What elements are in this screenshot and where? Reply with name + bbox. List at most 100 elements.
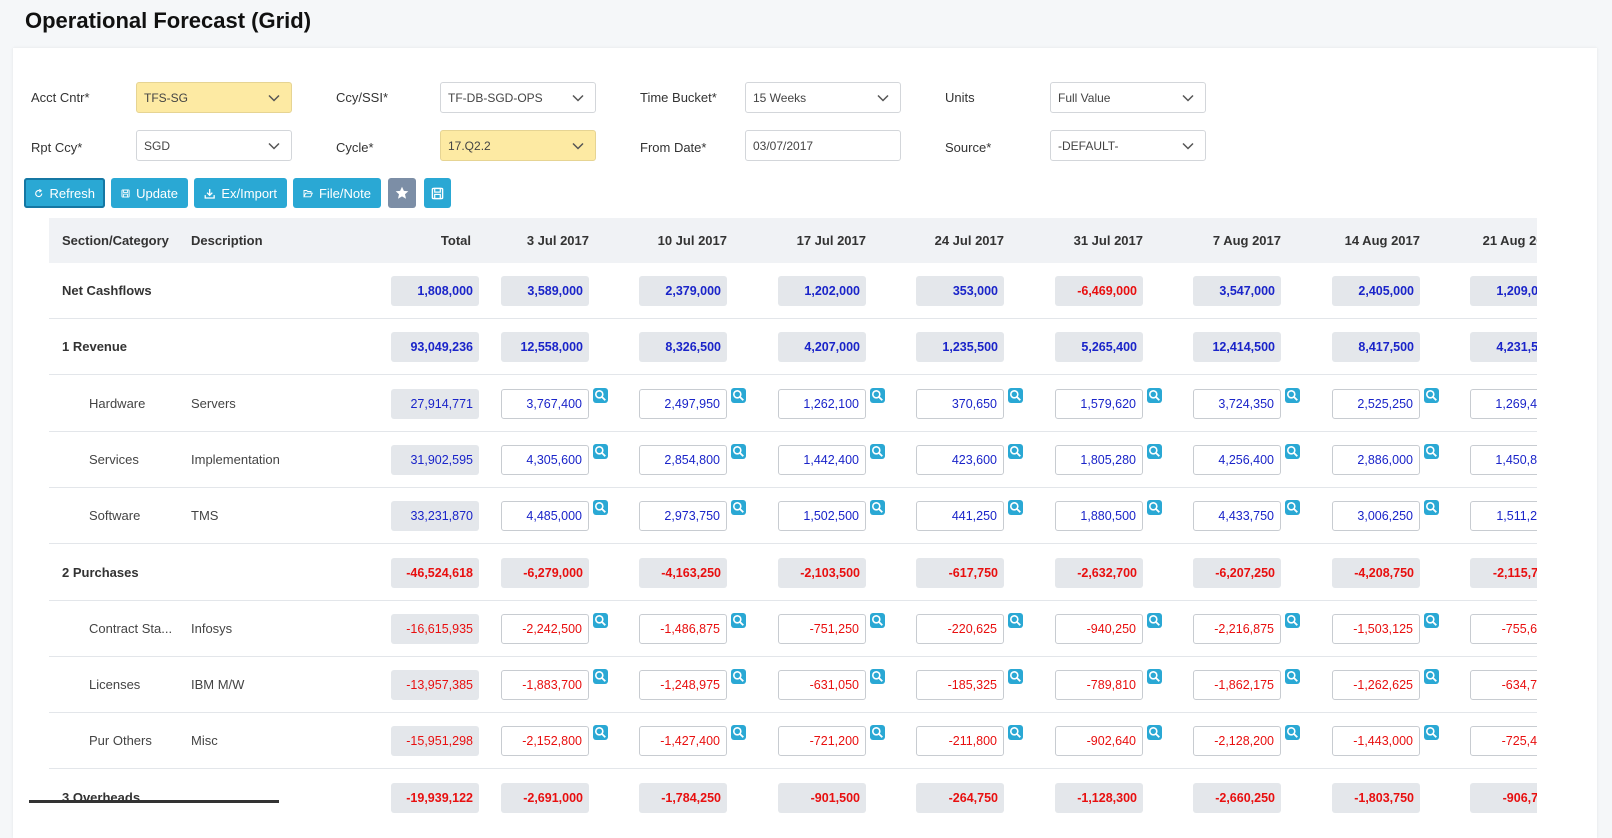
magnifier-icon[interactable] [731, 443, 746, 459]
favorite-button[interactable] [388, 178, 416, 208]
value-input[interactable]: 1,502,500 [778, 501, 866, 532]
value-input[interactable]: 2,497,950 [639, 388, 727, 419]
source-select[interactable]: -DEFAULT- [1050, 130, 1206, 161]
value-input[interactable]: 4,433,750 [1193, 501, 1281, 532]
magnifier-icon[interactable] [870, 500, 885, 516]
magnifier-icon[interactable] [870, 725, 885, 741]
value-input[interactable]: -1,883,700 [501, 670, 589, 701]
magnifier-icon[interactable] [731, 612, 746, 628]
magnifier-icon[interactable] [1424, 612, 1439, 628]
value-input[interactable]: 3,767,400 [501, 388, 589, 419]
value-input[interactable]: 1,511,250 [1470, 501, 1537, 532]
value-input[interactable]: 1,805,280 [1055, 444, 1143, 475]
value-input[interactable]: -631,050 [778, 670, 866, 701]
value-input[interactable]: -1,443,000 [1332, 726, 1420, 757]
update-button[interactable]: Update [111, 178, 188, 208]
value-input[interactable]: 2,525,250 [1332, 388, 1420, 419]
value-input[interactable]: 2,973,750 [639, 501, 727, 532]
magnifier-icon[interactable] [1285, 387, 1300, 403]
value-input[interactable]: -2,216,875 [1193, 613, 1281, 644]
value-input[interactable]: -211,800 [916, 726, 1004, 757]
value-input[interactable]: 1,442,400 [778, 444, 866, 475]
value-input[interactable]: 3,006,250 [1332, 501, 1420, 532]
value-input[interactable]: -1,262,625 [1332, 670, 1420, 701]
magnifier-icon[interactable] [1008, 669, 1023, 685]
magnifier-icon[interactable] [593, 612, 608, 628]
value-input[interactable]: -1,503,125 [1332, 613, 1420, 644]
horizontal-scrollbar[interactable] [29, 800, 279, 803]
magnifier-icon[interactable] [1008, 612, 1023, 628]
value-input[interactable]: -1,427,400 [639, 726, 727, 757]
value-input[interactable]: -220,625 [916, 613, 1004, 644]
value-input[interactable]: 370,650 [916, 388, 1004, 419]
value-input[interactable]: -789,810 [1055, 670, 1143, 701]
magnifier-icon[interactable] [1147, 443, 1162, 459]
value-input[interactable]: -725,400 [1470, 726, 1537, 757]
value-input[interactable]: 4,485,000 [501, 501, 589, 532]
magnifier-icon[interactable] [1147, 387, 1162, 403]
magnifier-icon[interactable] [593, 387, 608, 403]
value-input[interactable]: 2,886,000 [1332, 444, 1420, 475]
value-input[interactable]: -755,625 [1470, 613, 1537, 644]
magnifier-icon[interactable] [1008, 443, 1023, 459]
magnifier-icon[interactable] [1424, 725, 1439, 741]
units-select[interactable]: Full Value [1050, 82, 1206, 113]
magnifier-icon[interactable] [1285, 500, 1300, 516]
save-button[interactable] [424, 178, 451, 208]
ccy-ssi-select[interactable]: TF-DB-SGD-OPS [440, 82, 596, 113]
value-input[interactable]: 4,305,600 [501, 444, 589, 475]
magnifier-icon[interactable] [1285, 669, 1300, 685]
value-input[interactable]: 1,269,450 [1470, 388, 1537, 419]
magnifier-icon[interactable] [1147, 725, 1162, 741]
value-input[interactable]: -634,725 [1470, 670, 1537, 701]
refresh-button[interactable]: Refresh [24, 178, 105, 208]
value-input[interactable]: 3,724,350 [1193, 388, 1281, 419]
value-input[interactable]: 1,579,620 [1055, 388, 1143, 419]
magnifier-icon[interactable] [1285, 612, 1300, 628]
magnifier-icon[interactable] [731, 669, 746, 685]
magnifier-icon[interactable] [1424, 669, 1439, 685]
magnifier-icon[interactable] [731, 500, 746, 516]
value-input[interactable]: -940,250 [1055, 613, 1143, 644]
magnifier-icon[interactable] [731, 387, 746, 403]
magnifier-icon[interactable] [593, 500, 608, 516]
value-input[interactable]: 1,262,100 [778, 388, 866, 419]
value-input[interactable]: -185,325 [916, 670, 1004, 701]
value-input[interactable]: -751,250 [778, 613, 866, 644]
value-input[interactable]: -721,200 [778, 726, 866, 757]
magnifier-icon[interactable] [870, 387, 885, 403]
value-input[interactable]: -2,128,200 [1193, 726, 1281, 757]
rpt-ccy-select[interactable]: SGD [136, 130, 292, 161]
magnifier-icon[interactable] [593, 725, 608, 741]
value-input[interactable]: 4,256,400 [1193, 444, 1281, 475]
cycle-select[interactable]: 17.Q2.2 [440, 130, 596, 161]
magnifier-icon[interactable] [870, 443, 885, 459]
magnifier-icon[interactable] [1285, 443, 1300, 459]
magnifier-icon[interactable] [731, 725, 746, 741]
magnifier-icon[interactable] [593, 443, 608, 459]
value-input[interactable]: 1,880,500 [1055, 501, 1143, 532]
magnifier-icon[interactable] [1147, 500, 1162, 516]
magnifier-icon[interactable] [1147, 669, 1162, 685]
magnifier-icon[interactable] [1424, 387, 1439, 403]
acct-cntr-select[interactable]: TFS-SG [136, 82, 292, 113]
magnifier-icon[interactable] [1008, 725, 1023, 741]
eximport-button[interactable]: Ex/Import [194, 178, 287, 208]
value-input[interactable]: -1,248,975 [639, 670, 727, 701]
value-input[interactable]: -2,152,800 [501, 726, 589, 757]
value-input[interactable]: -2,242,500 [501, 613, 589, 644]
value-input[interactable]: 441,250 [916, 501, 1004, 532]
magnifier-icon[interactable] [1424, 443, 1439, 459]
time-bucket-select[interactable]: 15 Weeks [745, 82, 901, 113]
value-input[interactable]: -1,486,875 [639, 613, 727, 644]
magnifier-icon[interactable] [593, 669, 608, 685]
filenote-button[interactable]: File/Note [293, 178, 381, 208]
value-input[interactable]: 423,600 [916, 444, 1004, 475]
value-input[interactable]: 1,450,800 [1470, 444, 1537, 475]
value-input[interactable]: -902,640 [1055, 726, 1143, 757]
magnifier-icon[interactable] [1424, 500, 1439, 516]
magnifier-icon[interactable] [1008, 500, 1023, 516]
magnifier-icon[interactable] [1147, 612, 1162, 628]
magnifier-icon[interactable] [1285, 725, 1300, 741]
from-date-input[interactable]: 03/07/2017 [745, 130, 901, 161]
